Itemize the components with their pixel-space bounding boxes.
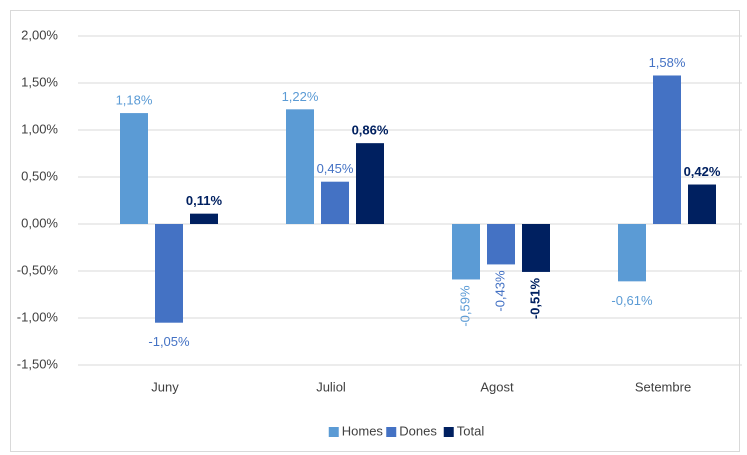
data-label: -0,51% — [527, 278, 542, 320]
x-tick-label: Juliol — [316, 379, 346, 394]
bar — [190, 213, 218, 224]
data-label: 1,18% — [116, 93, 153, 108]
y-tick-label: 0,00% — [21, 215, 58, 230]
bar — [356, 143, 384, 224]
bar — [653, 75, 681, 224]
data-label: 0,11% — [186, 193, 223, 208]
y-tick-label: 1,50% — [21, 74, 58, 89]
data-label: -1,05% — [148, 334, 190, 349]
y-tick-label: -1,00% — [17, 309, 59, 324]
y-tick-label: -1,50% — [17, 356, 59, 371]
data-label: 1,22% — [282, 89, 319, 104]
legend-label: Total — [457, 423, 485, 438]
x-tick-label: Agost — [480, 379, 514, 394]
y-tick-label: 0,50% — [21, 168, 58, 183]
data-label: -0,43% — [492, 270, 507, 312]
bar — [155, 224, 183, 323]
x-tick-label: Setembre — [635, 379, 691, 394]
data-label: 0,45% — [317, 161, 354, 176]
legend-label: Dones — [399, 423, 437, 438]
bar — [321, 181, 349, 224]
legend-swatch — [443, 427, 454, 437]
x-tick-label: Juny — [151, 379, 179, 394]
legend-label: Homes — [342, 423, 384, 438]
bar — [452, 224, 480, 280]
y-tick-label: -0,50% — [17, 262, 59, 277]
y-tick-label: 2,00% — [21, 27, 58, 42]
bar — [618, 224, 646, 282]
data-label: -0,61% — [611, 293, 653, 308]
bar — [487, 224, 515, 265]
bar — [286, 109, 314, 224]
data-label: 0,86% — [352, 123, 389, 138]
bar — [120, 113, 148, 224]
data-label: 0,42% — [684, 164, 721, 179]
data-label: 1,58% — [649, 55, 686, 70]
bar — [522, 224, 550, 272]
bar — [688, 184, 716, 224]
legend-swatch — [328, 427, 339, 437]
data-label: -0,59% — [457, 285, 472, 327]
legend-swatch — [386, 427, 397, 437]
y-tick-label: 1,00% — [21, 121, 58, 136]
